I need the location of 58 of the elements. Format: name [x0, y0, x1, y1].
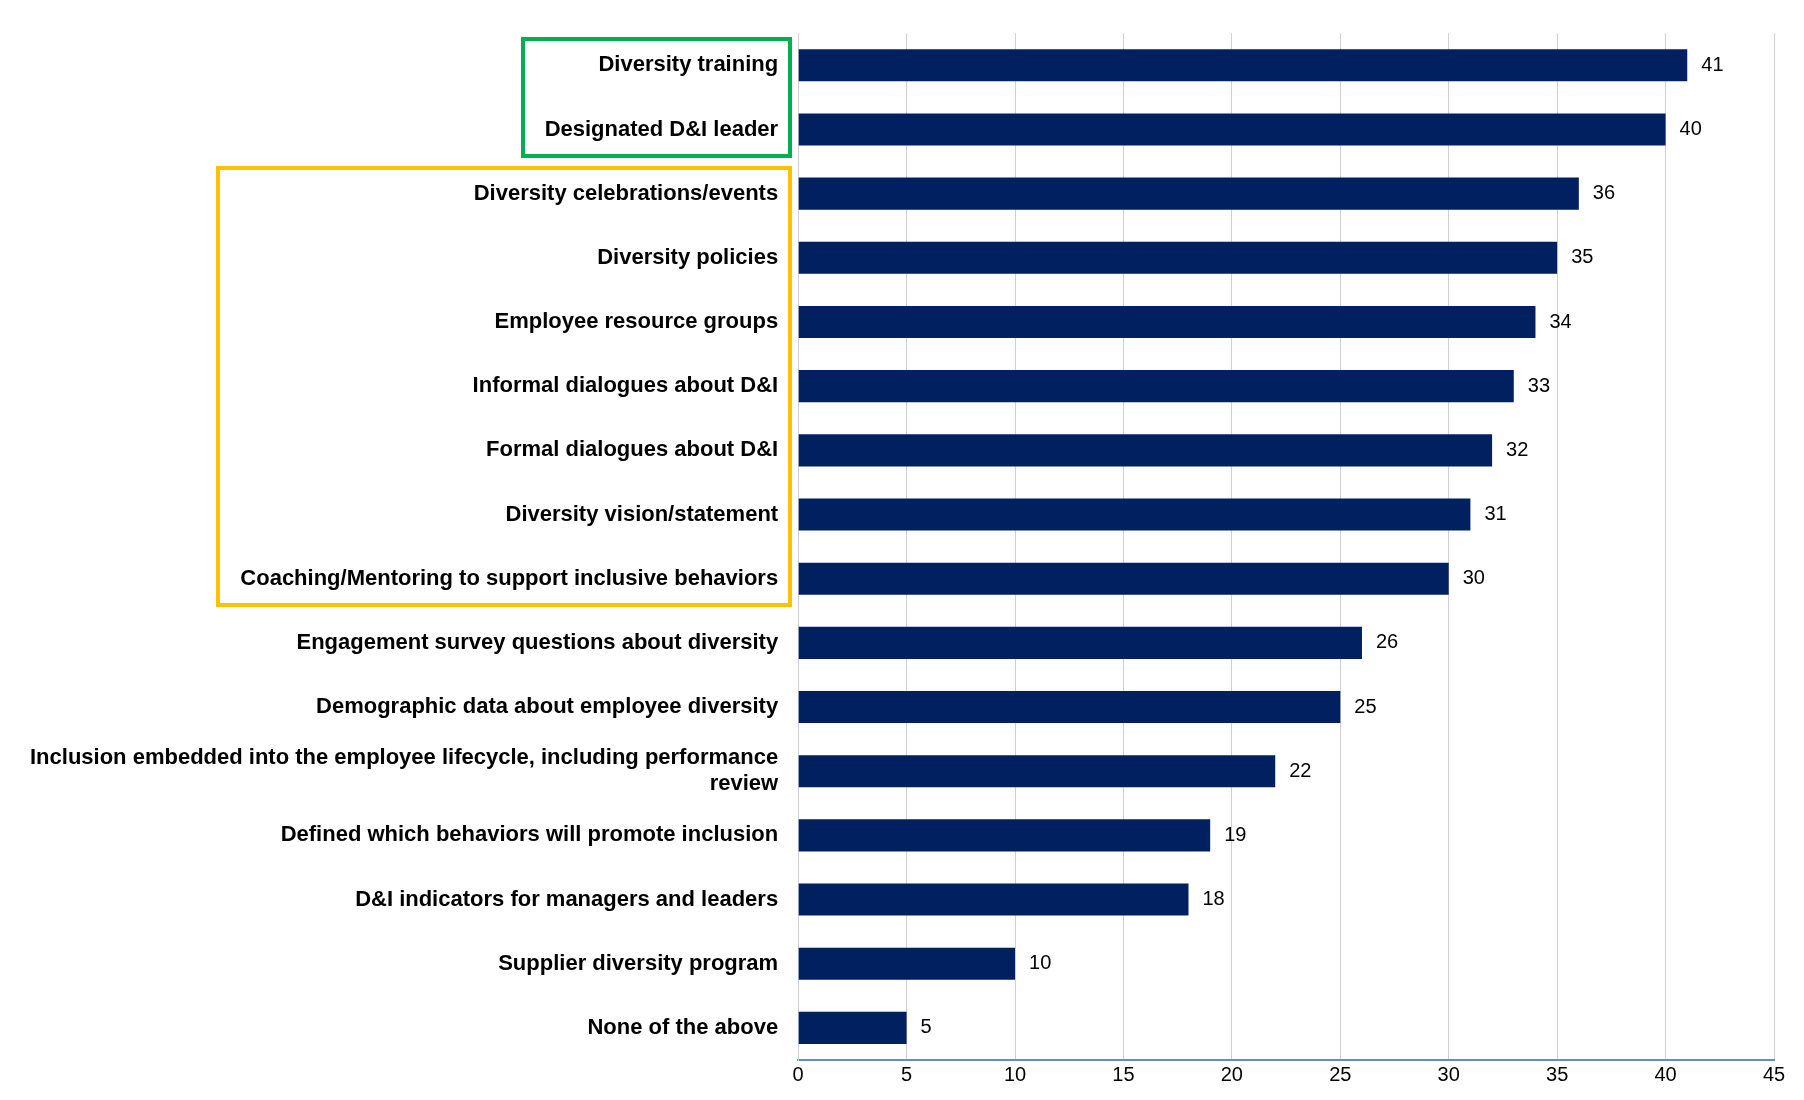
data-label: 34: [1549, 309, 1572, 332]
data-label: 25: [1354, 694, 1377, 717]
data-label: 22: [1289, 758, 1312, 781]
data-label: 26: [1375, 630, 1399, 653]
data-label: 36: [1592, 181, 1616, 204]
bar: [798, 883, 1189, 916]
x-tick-label: 35: [1546, 1062, 1569, 1085]
bar: [798, 690, 1341, 724]
y-tick-label: Demographic data about employee diversity: [316, 693, 779, 719]
y-tick-label: Diversity celebrations/events: [473, 179, 779, 205]
y-tick-label: Supplier diversity program: [498, 949, 779, 975]
bar: [798, 498, 1471, 531]
data-label: 41: [1701, 52, 1724, 75]
y-tick-label: Employee resource groups: [494, 308, 779, 334]
data-label: 30: [1462, 566, 1485, 589]
x-tick-label: 15: [1112, 1062, 1135, 1085]
x-tick-label: 45: [1762, 1062, 1786, 1085]
bar: [798, 177, 1579, 210]
bar: [798, 113, 1666, 146]
bar: [798, 947, 1016, 980]
bar: [798, 241, 1558, 274]
x-tick-label: 25: [1329, 1062, 1352, 1085]
x-tick-label: 40: [1654, 1062, 1677, 1085]
y-tick-label: None of the above: [587, 1013, 779, 1039]
data-label: 19: [1224, 822, 1247, 845]
data-label: 10: [1029, 951, 1052, 974]
x-tick-label: 5: [901, 1062, 913, 1085]
y-tick-label: D&I indicators for managers and leaders: [355, 885, 779, 911]
y-tick-label: Diversity training: [598, 51, 779, 77]
x-tick-label: 20: [1220, 1062, 1243, 1085]
y-tick-label: Informal dialogues about D&I: [472, 372, 779, 398]
bar: [798, 434, 1493, 467]
bar: [798, 1011, 907, 1044]
x-tick-label: 10: [1003, 1062, 1027, 1085]
data-label: 32: [1506, 437, 1529, 460]
bar: [798, 755, 1276, 788]
x-tick-label: 0: [792, 1062, 804, 1085]
data-label: 33: [1527, 373, 1551, 396]
y-tick-label: Designated D&I leader: [544, 115, 779, 141]
bar: [798, 370, 1514, 403]
bar: [798, 562, 1449, 595]
y-tick-label: Formal dialogues about D&I: [486, 436, 779, 462]
y-tick-label: Diversity policies: [597, 243, 779, 269]
y-tick-label: Coaching/Mentoring to support inclusive behaviors: [240, 564, 779, 590]
bar: [798, 49, 1688, 82]
y-tick-label: Diversity vision/statement: [505, 500, 779, 526]
bar: [798, 819, 1211, 852]
bar: [798, 305, 1536, 339]
y-tick-label: Engagement survey questions about diversity: [296, 628, 779, 654]
y-tick-label: Inclusion embedded into the employee lifecycle, including performance review: [29, 744, 780, 796]
data-label: 18: [1202, 887, 1225, 910]
data-label: 40: [1679, 116, 1702, 139]
y-tick-label: Defined which behaviors will promote inclusion: [280, 821, 779, 847]
x-tick-label: 30: [1437, 1062, 1460, 1085]
data-label: 31: [1484, 502, 1507, 525]
bar: [798, 626, 1362, 659]
data-label: 35: [1571, 245, 1594, 268]
data-label: 5: [920, 1015, 932, 1038]
